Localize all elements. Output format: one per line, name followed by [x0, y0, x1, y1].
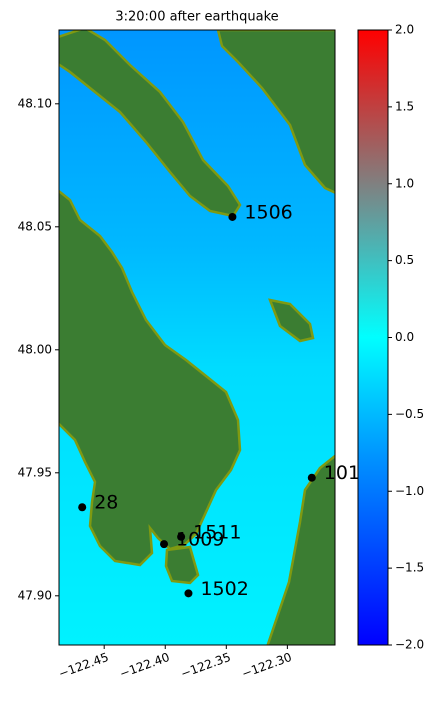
gauge-point — [177, 532, 186, 541]
colorbar — [357, 29, 389, 646]
colorbar-tick-label: 2.0 — [395, 23, 414, 37]
land — [59, 189, 242, 567]
map — [59, 30, 335, 645]
chart-title: 3:20:00 after earthquake — [115, 10, 278, 25]
y-tick-label: 48.10 — [18, 96, 52, 110]
land — [164, 545, 200, 585]
gauge-label: 1009 — [176, 529, 224, 551]
y-tick-label: 48.05 — [18, 219, 52, 233]
plot-frame — [58, 29, 336, 646]
gauge-label: 101 — [324, 462, 360, 484]
x-tick-label: −122.40 — [118, 650, 172, 681]
colorbar-tick-label: 0.0 — [395, 330, 414, 344]
land — [216, 30, 335, 195]
colorbar-tick-label: 1.5 — [395, 99, 414, 113]
colorbar-tick-label: 1.0 — [395, 176, 414, 190]
colorbar-tick-label: −1.5 — [395, 561, 424, 575]
x-tick-label: −122.45 — [57, 650, 111, 681]
colorbar-tick-label: −2.0 — [395, 638, 424, 652]
gauge-point — [184, 589, 193, 598]
y-tick-label: 47.95 — [18, 465, 52, 479]
y-tick-label: 48.00 — [18, 342, 52, 356]
land — [266, 454, 335, 645]
x-tick-label: −122.30 — [240, 650, 294, 681]
gauge-point — [78, 503, 87, 512]
colorbar-tick-label: −0.5 — [395, 407, 424, 421]
gauge-label: 1502 — [200, 578, 248, 600]
colorbar-tick-label: −1.0 — [395, 484, 424, 498]
y-tick-label: 47.90 — [18, 588, 52, 602]
gauge-label: 1506 — [244, 201, 292, 223]
gauge-label: 1511 — [193, 521, 241, 543]
land — [268, 298, 315, 343]
gauge-label: 28 — [94, 492, 118, 514]
gauge-point — [307, 473, 316, 482]
gauge-point — [228, 212, 237, 221]
x-tick-label: −122.35 — [179, 650, 233, 681]
colorbar-tick-label: 0.5 — [395, 253, 414, 267]
gauge-point — [160, 540, 169, 549]
